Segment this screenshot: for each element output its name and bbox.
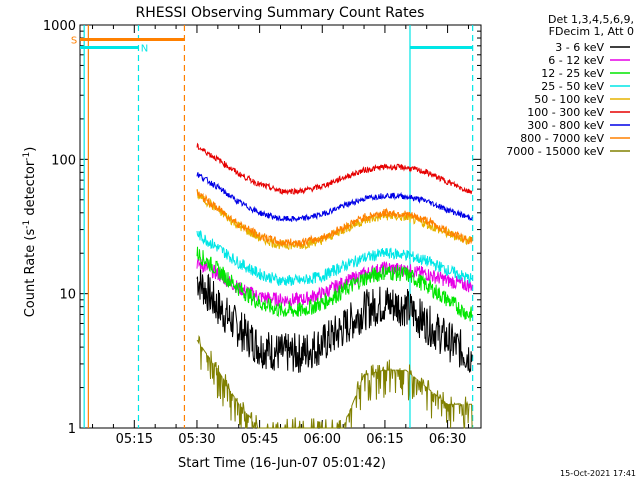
x-tick-label: 06:15: [366, 432, 403, 447]
legend-entry-label: 100 - 300 keV: [527, 106, 604, 119]
tick-labels: 05:15 05:30 05:45 06:00 06:15 06:30 1 10 100 1000: [43, 19, 466, 447]
legend-entry-label: 300 - 800 keV: [527, 119, 604, 132]
y-axis-label-part: Count Rate (s: [23, 229, 38, 318]
footer-timestamp: 15-Oct-2021 17:41: [560, 469, 636, 478]
y-axis-label-sup: -1: [22, 152, 32, 161]
series-line: [196, 246, 473, 322]
flag-bars: SN: [71, 35, 473, 54]
series-line: [196, 267, 473, 373]
legend-entry-label: 3 - 6 keV: [555, 41, 604, 54]
x-tick-label: 05:30: [178, 432, 215, 447]
y-tick-label: 1000: [43, 19, 76, 34]
flag-label: N: [141, 43, 148, 54]
chart-title: RHESSI Observing Summary Count Rates: [136, 5, 425, 21]
legend-header: FDecim 1, Att 0: [549, 25, 634, 38]
legend-entry-label: 6 - 12 keV: [548, 54, 604, 67]
svg-text:Count Rate (s-1 detector-1): Count Rate (s-1 detector-1): [22, 147, 38, 318]
x-tick-label: 05:15: [116, 432, 153, 447]
y-axis-label-part: detector: [23, 160, 38, 220]
flag-label: S: [71, 35, 77, 46]
x-axis-label: Start Time (16-Jun-07 05:01:42): [178, 456, 386, 471]
y-tick-label: 100: [51, 153, 76, 168]
legend-entry-label: 12 - 25 keV: [541, 67, 604, 80]
x-tick-label: 06:30: [429, 432, 466, 447]
series-line: [196, 172, 473, 223]
series-line: [196, 230, 473, 287]
legend-entry-label: 25 - 50 keV: [541, 80, 604, 93]
series-line: [196, 334, 473, 429]
x-tick-label: 05:45: [241, 432, 278, 447]
legend-header: Det 1,3,4,5,6,9,: [548, 13, 634, 26]
data-series: [196, 142, 473, 429]
y-tick-label: 10: [59, 288, 76, 303]
legend: Det 1,3,4,5,6,9,FDecim 1, Att 0 3 - 6 keV…: [506, 13, 634, 158]
y-axis-label-sup: -1: [22, 220, 32, 229]
series-line: [196, 189, 473, 249]
legend-entry-label: 800 - 7000 keV: [520, 132, 604, 145]
series-line: [196, 142, 473, 196]
y-tick-label: 1: [68, 422, 76, 437]
y-axis-label-part: ): [23, 147, 38, 152]
legend-entry-label: 50 - 100 keV: [534, 93, 604, 106]
plot-frame: [79, 24, 482, 429]
y-axis-label: Count Rate (s-1 detector-1): [22, 147, 38, 318]
legend-entry-label: 7000 - 15000 keV: [506, 145, 604, 158]
axes: [79, 24, 482, 429]
time-markers: [83, 25, 474, 428]
x-tick-label: 06:00: [304, 432, 341, 447]
